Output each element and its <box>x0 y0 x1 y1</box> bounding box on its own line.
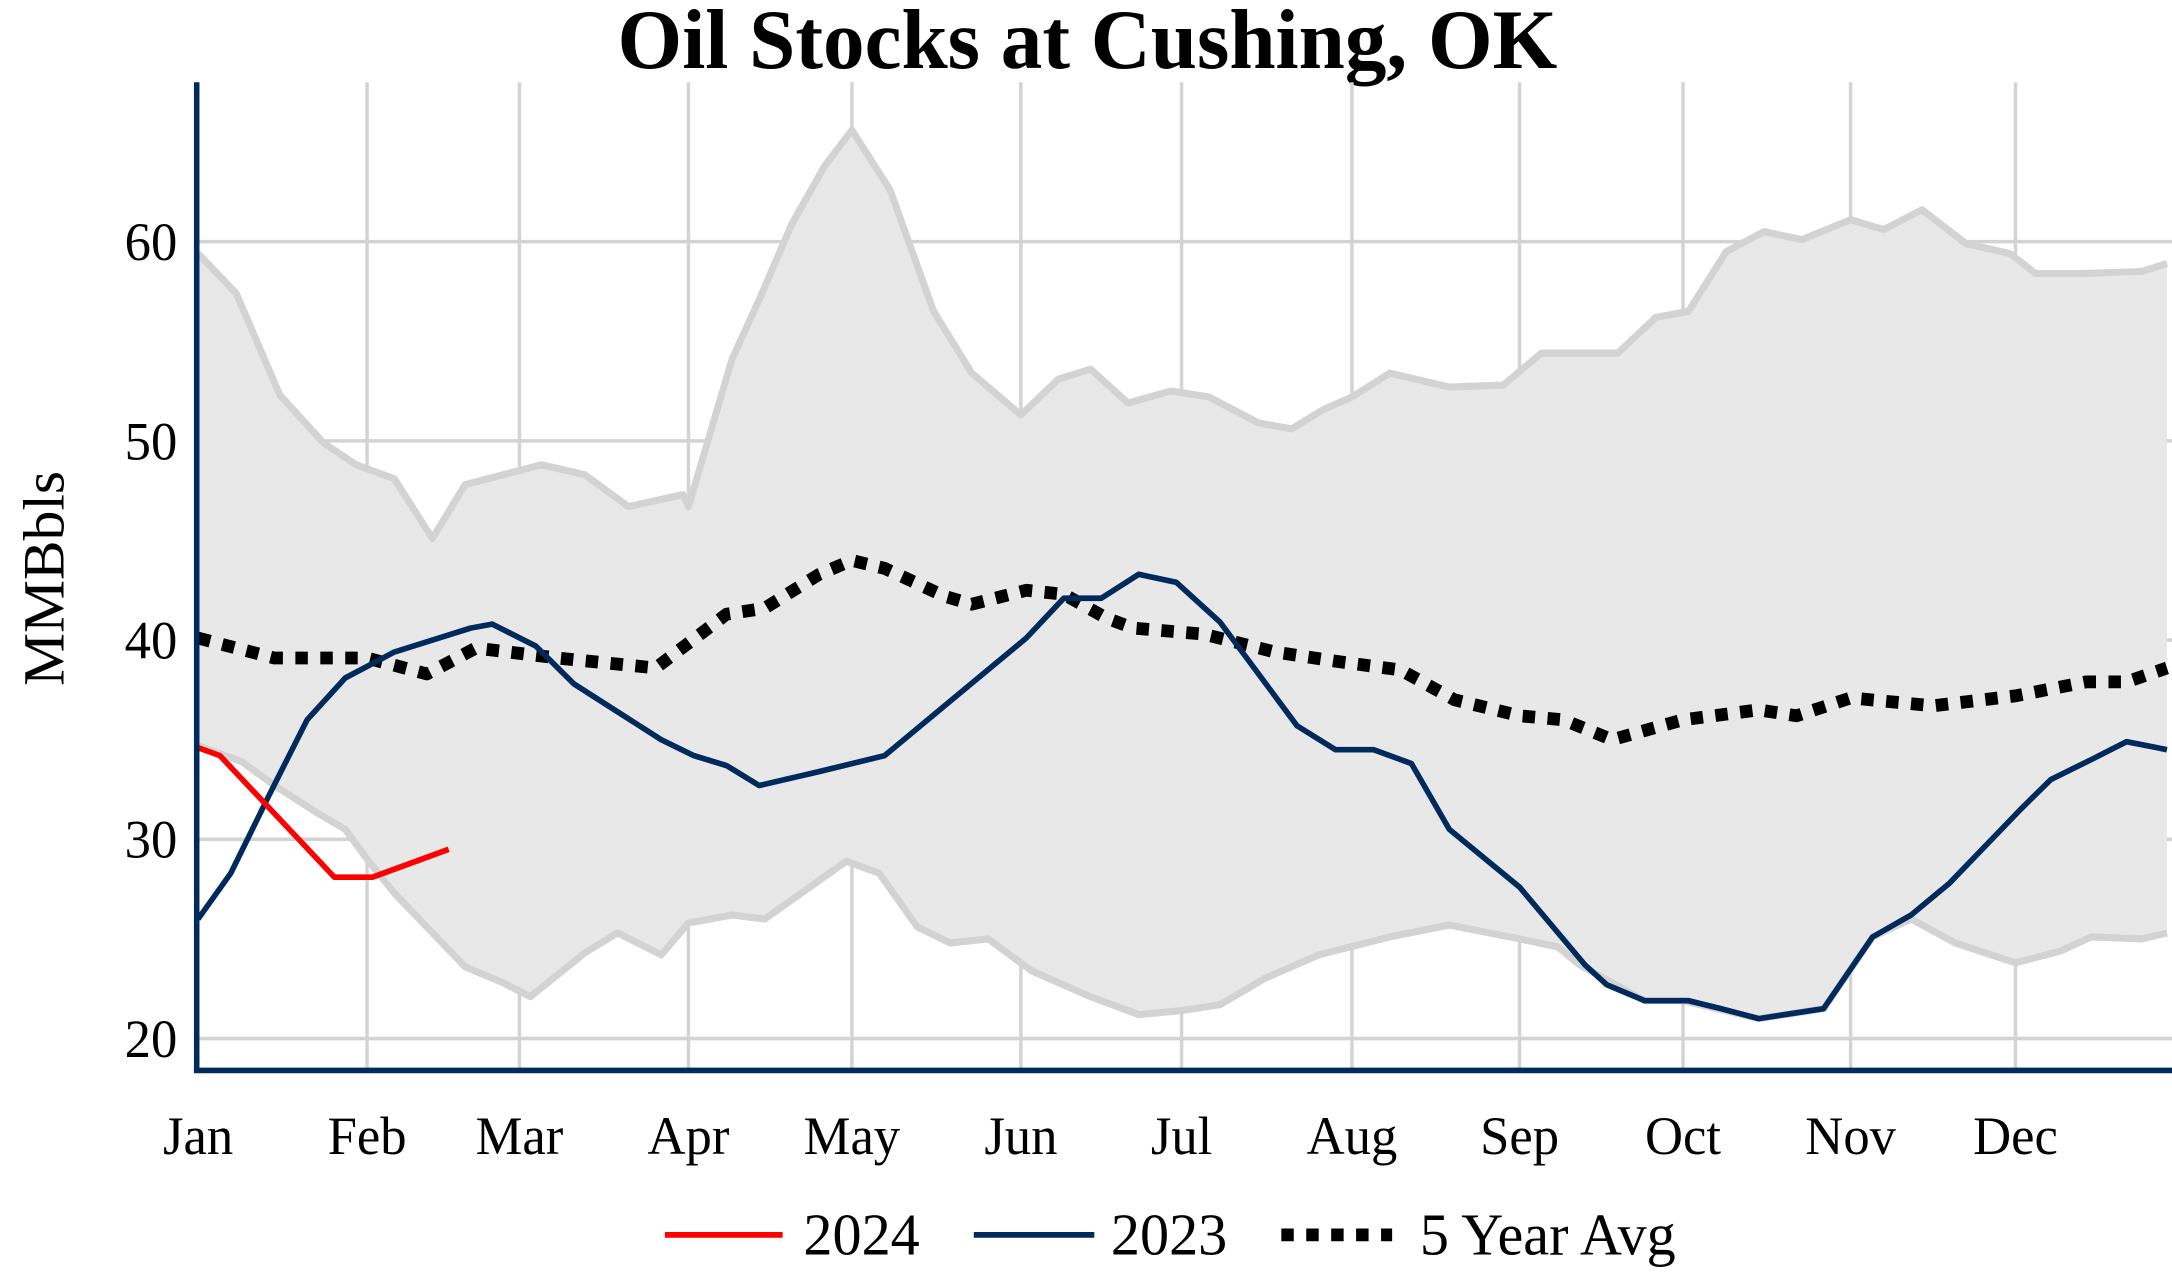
series-lines <box>195 554 2169 1022</box>
y-tick-label: 40 <box>125 611 178 671</box>
chart-title: Oil Stocks at Cushing, OK <box>618 0 1558 87</box>
y-tick-label: 60 <box>125 213 178 273</box>
axes <box>193 82 2172 1074</box>
y-tick-label: 30 <box>125 810 178 870</box>
x-tick-label: Feb <box>328 1107 407 1167</box>
y-tick-label: 20 <box>125 1009 178 1069</box>
legend: 2024 2023 5 Year Avg <box>664 1202 1676 1268</box>
x-tick-label: Nov <box>1805 1107 1896 1167</box>
x-tick-label: Aug <box>1307 1107 1398 1167</box>
band-fill <box>198 130 2167 1019</box>
x-tick-label: Jul <box>1151 1107 1212 1167</box>
legend-label: 2024 <box>803 1202 919 1268</box>
x-tick-label: Apr <box>648 1107 730 1167</box>
y-tick-label: 50 <box>125 412 178 472</box>
tick-labels: 20 30 40 50 60 Jan Feb Mar Apr May Jun Jul Aug Sep Oct… <box>125 213 2058 1167</box>
band-upper-edge <box>195 126 2168 543</box>
x-tick-label: Dec <box>1973 1107 2058 1167</box>
legend-label: 5 Year Avg <box>1420 1202 1676 1268</box>
series-line-2024 <box>197 744 450 881</box>
legend-label: 2023 <box>1111 1202 1227 1268</box>
series-line-2023 <box>195 571 2168 1022</box>
series-line-5-year-avg <box>196 554 2169 747</box>
x-tick-label: May <box>804 1107 901 1167</box>
x-tick-label: Sep <box>1480 1107 1559 1167</box>
x-tick-label: Jun <box>984 1107 1057 1167</box>
y-axis-label: MMBbls <box>12 471 76 686</box>
x-tick-label: Mar <box>476 1107 564 1167</box>
x-tick-label: Jan <box>163 1107 233 1167</box>
x-tick-label: Oct <box>1645 1107 1721 1167</box>
